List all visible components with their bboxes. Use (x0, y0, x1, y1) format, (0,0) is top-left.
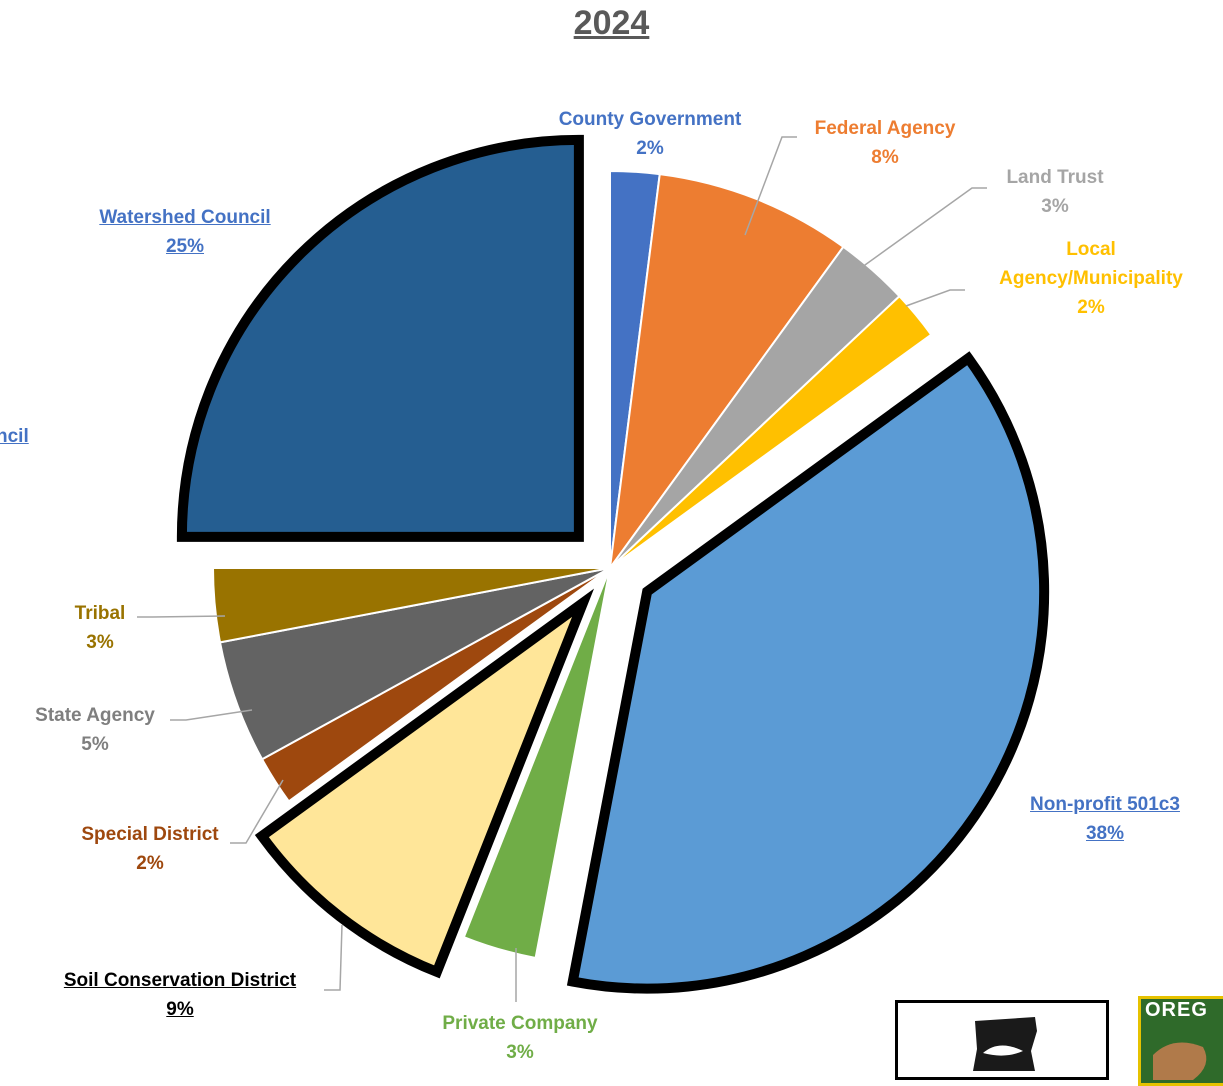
leader-local-agency (905, 289, 965, 307)
pie-slice-federal-agency (609, 173, 845, 569)
label-federal-agency: Federal Agency 8% (780, 114, 990, 172)
label-soil-conservation: Soil Conservation District 9% (30, 966, 330, 1024)
label-special-district-pct: 2% (136, 853, 164, 874)
pie-slice-private-company (462, 567, 611, 960)
label-tribal-pct: 3% (86, 632, 114, 653)
label-state-agency-pct: 5% (81, 734, 109, 755)
label-non-profit: Non-profit 501c3 38% (1000, 790, 1210, 848)
label-tribal: Tribal 3% (40, 599, 160, 657)
label-non-profit-name: Non-profit 501c3 (1030, 794, 1180, 815)
leader-soil-conservation (324, 924, 343, 991)
label-tribal-name: Tribal (74, 603, 126, 624)
label-watershed-council-pct: 25% (165, 236, 205, 257)
pie-chart (137, 134, 1050, 1002)
label-private-company-name: Private Company (442, 1013, 598, 1034)
leader-state-agency (170, 709, 253, 721)
label-soil-conservation-pct: 9% (166, 999, 194, 1020)
label-cut-off-left-text: ncil (0, 426, 29, 447)
pie-slice-soil-conservation-district (254, 588, 595, 979)
label-local-agency-line2: Agency/Municipality (999, 268, 1183, 289)
label-watershed-council: Watershed Council 25% (60, 203, 310, 261)
label-county-government-name: County Government (558, 109, 742, 130)
chart-title: 2024 (573, 4, 650, 42)
label-state-agency: State Agency 5% (5, 701, 185, 759)
leader-special-district (230, 779, 284, 844)
leader-tribal (137, 615, 226, 618)
label-state-agency-name: State Agency (35, 705, 155, 726)
label-local-agency-pct: 2% (1077, 297, 1105, 318)
oregon-badge-icon (1153, 1042, 1207, 1080)
leader-land-trust (857, 187, 987, 271)
label-county-government-pct: 2% (636, 138, 664, 159)
pie-slice-tribal (211, 567, 611, 644)
label-county-government: County Government 2% (520, 105, 780, 163)
label-special-district-name: Special District (81, 824, 219, 845)
label-local-agency: Local Agency/Municipality 2% (960, 235, 1222, 322)
pie-slice-local-agency-municipality (609, 294, 933, 569)
label-watershed-council-name: Watershed Council (99, 207, 271, 228)
label-land-trust-pct: 3% (1041, 196, 1069, 217)
fish-map-icon (973, 1017, 1037, 1071)
owrtb-logo (895, 1000, 1109, 1080)
label-federal-agency-name: Federal Agency (814, 118, 956, 139)
label-land-trust: Land Trust 3% (975, 163, 1135, 221)
label-special-district: Special District 2% (55, 820, 245, 878)
oregon-badge-text: OREG (1145, 999, 1208, 1021)
label-land-trust-name: Land Trust (1006, 167, 1104, 188)
label-private-company: Private Company 3% (420, 1009, 620, 1067)
leader-federal-agency (744, 136, 797, 236)
label-private-company-pct: 3% (506, 1042, 534, 1063)
label-non-profit-pct: 38% (1085, 823, 1125, 844)
label-local-agency-line1: Local (1066, 239, 1116, 260)
pie-slice-non-profit-501c3 (566, 351, 1050, 994)
oregon-badge-logo: OREG (1138, 996, 1223, 1086)
label-federal-agency-pct: 8% (871, 147, 899, 168)
label-cut-off-left: ncil (0, 422, 29, 451)
label-soil-conservation-name: Soil Conservation District (63, 970, 297, 991)
pie-slice-watershed-council (176, 134, 584, 542)
